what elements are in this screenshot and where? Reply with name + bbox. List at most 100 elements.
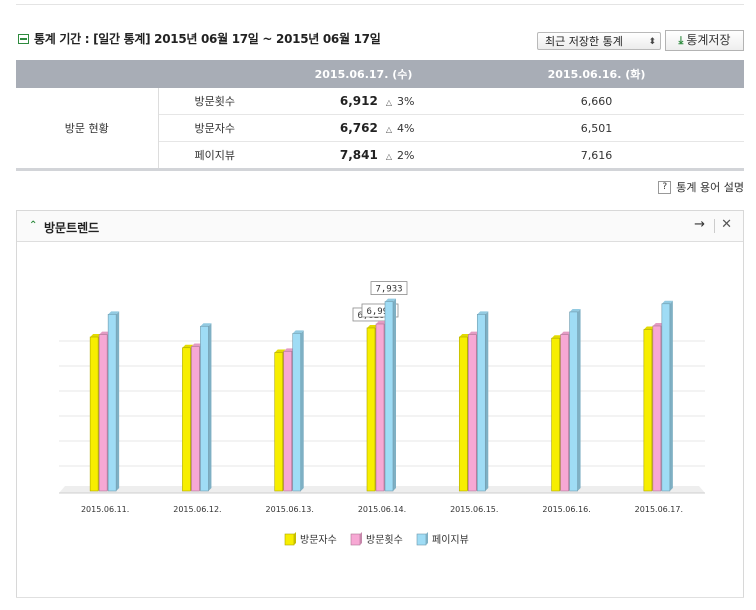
panel-bottom-border <box>16 597 744 598</box>
bar-side <box>485 311 489 491</box>
collapse-chevron-icon[interactable]: ⌃ <box>29 220 38 231</box>
x-tick-label: 2015.06.14. <box>358 505 406 514</box>
bar-top <box>376 320 387 324</box>
change-percent: 2% <box>397 149 415 162</box>
bar-top <box>182 344 194 348</box>
today-value: 7,841 <box>339 148 378 162</box>
bar-top <box>652 322 664 326</box>
bar-top <box>200 323 212 327</box>
increase-icon: △ <box>385 98 392 107</box>
bar-top <box>468 331 480 335</box>
today-cell: 7,841 △ 2% <box>278 142 449 169</box>
saved-stats-select-value: 최근 저장한 통계 <box>545 35 623 48</box>
x-tick-label: 2015.06.13. <box>266 505 314 514</box>
table-row: 방문 현황 방문횟수 6,912 △ 3% 6,660 <box>16 88 744 169</box>
bar-top <box>283 348 295 352</box>
bar <box>182 347 191 492</box>
previous-value: 7,616 <box>580 148 613 162</box>
today-value: 6,762 <box>339 121 378 135</box>
bar <box>292 333 302 492</box>
data-label: 6,995 <box>366 307 393 317</box>
group-label: 방문 현황 <box>16 88 159 169</box>
bar <box>384 301 394 492</box>
metric-label: 방문횟수 <box>158 88 278 115</box>
bar <box>98 334 108 492</box>
table-bottom-border <box>16 168 744 171</box>
bar <box>560 334 569 492</box>
column-header-today: 2015.06.17. (수) <box>278 60 449 88</box>
table-row: 방문자수 6,762 △ 4% 6,501 <box>16 114 744 142</box>
bar <box>643 329 653 492</box>
bar-top <box>292 330 304 334</box>
x-tick-label: 2015.06.16. <box>542 505 590 514</box>
change-percent: 4% <box>397 122 415 135</box>
saved-stats-select[interactable]: 최근 저장한 통계 ⬍ <box>537 32 661 50</box>
glossary-link[interactable]: ? 통계 용어 설명 <box>658 179 744 195</box>
x-tick-label: 2015.06.12. <box>173 505 221 514</box>
bar-top <box>274 349 286 353</box>
column-header-previous: 2015.06.16. (화) <box>449 60 744 88</box>
x-tick-label: 2015.06.11. <box>81 505 129 514</box>
legend-swatch-side <box>360 532 362 545</box>
top-divider <box>16 4 744 5</box>
legend-label: 방문횟수 <box>366 534 403 546</box>
legend-swatch <box>416 533 427 546</box>
legend-swatch <box>284 533 295 546</box>
bar <box>366 327 376 492</box>
bar-top <box>191 343 203 347</box>
bar <box>274 352 284 492</box>
legend-swatch-side <box>426 532 428 545</box>
save-stats-button[interactable]: ⤓ 통계저장 <box>665 30 744 51</box>
bar <box>458 336 468 492</box>
collapse-box-icon <box>18 33 29 44</box>
data-label-box <box>370 281 408 295</box>
bar-top <box>90 334 102 338</box>
today-value: 6,912 <box>339 94 378 108</box>
bar-top <box>551 335 563 339</box>
header-separator <box>714 219 715 233</box>
bar <box>661 303 671 492</box>
legend-swatch <box>350 533 361 546</box>
bar <box>652 325 662 492</box>
close-icon[interactable]: ✕ <box>721 217 732 232</box>
metric-label: 페이지뷰 <box>194 149 235 162</box>
glossary-label: 통계 용어 설명 <box>676 181 744 194</box>
arrow-right-icon[interactable]: → <box>694 217 705 232</box>
bar-top <box>99 331 111 335</box>
bar-side <box>669 300 673 491</box>
today-cell: 6,762 △ 4% <box>278 114 449 142</box>
bar-top <box>569 308 581 312</box>
bar-side <box>116 311 120 491</box>
help-icon: ? <box>658 180 672 194</box>
legend-label: 페이지뷰 <box>432 534 469 546</box>
legend-label: 방문자수 <box>300 534 337 546</box>
column-header <box>158 60 278 88</box>
bar-top <box>477 311 489 315</box>
bar-side <box>208 323 212 491</box>
bar-top <box>560 331 572 335</box>
bar <box>200 325 209 492</box>
x-tick-label: 2015.06.15. <box>450 505 498 514</box>
bar-top <box>459 334 471 338</box>
legend-swatch-side <box>294 532 296 545</box>
today-cell: 6,912 △ 3% <box>278 88 449 115</box>
data-label: 7,933 <box>375 285 402 295</box>
bar-top <box>661 300 673 304</box>
stats-period: 통계 기간 : [일간 통계] 2015년 06월 17일 ~ 2015년 06… <box>18 30 381 47</box>
bar <box>569 311 578 492</box>
bar-side <box>393 298 396 491</box>
bar-side <box>300 330 304 491</box>
stats-table: 2015.06.17. (수) 2015.06.16. (화) 방문 현황 방문… <box>16 60 744 169</box>
x-tick-label: 2015.06.17. <box>635 505 683 514</box>
bar <box>191 346 200 492</box>
select-arrows-icon: ⬍ <box>648 37 656 47</box>
panel-header: ⌃ 방문트렌드 → ✕ <box>17 211 743 242</box>
column-header <box>16 60 158 88</box>
bar <box>89 336 99 492</box>
bar-top <box>108 311 120 315</box>
visit-trend-chart: 2015.06.11.2015.06.12.2015.06.13.6,8286,… <box>59 281 705 546</box>
visit-trend-panel: ⌃ 방문트렌드 → ✕ 2015.06.11. 2015.06.12. 2015.0… <box>16 210 744 598</box>
previous-value: 6,660 <box>449 88 744 115</box>
metric-label: 방문자수 <box>158 114 278 142</box>
stats-period-label: 통계 기간 : [일간 통계] 2015년 06월 17일 ~ 2015년 06… <box>34 32 381 46</box>
